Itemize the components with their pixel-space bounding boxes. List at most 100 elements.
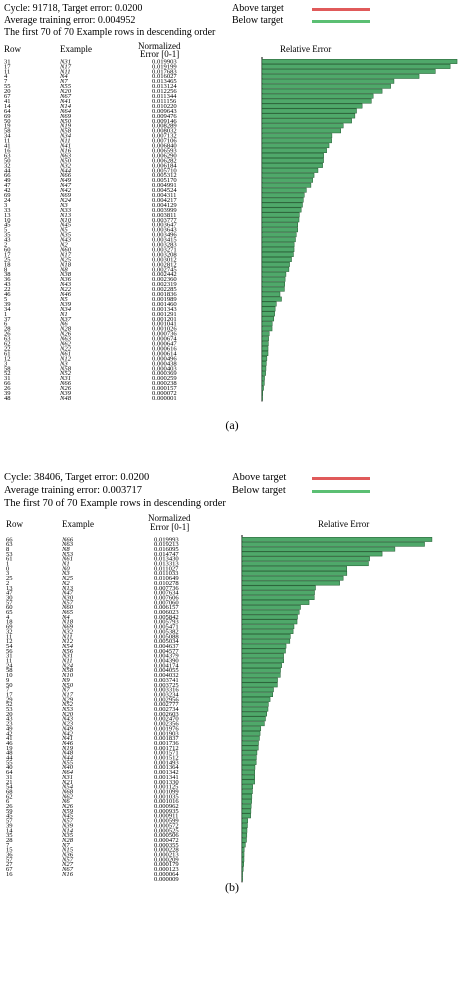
error-bar xyxy=(241,614,298,620)
error-bar xyxy=(241,823,248,828)
error-bar xyxy=(261,242,295,248)
error-bar xyxy=(241,726,262,731)
value-label: 0.000072 xyxy=(152,390,177,397)
row-number-label: 4 xyxy=(6,614,10,621)
value-label: 0.002319 xyxy=(152,281,177,288)
legend-below-swatch xyxy=(312,490,370,493)
value-label: 0.001976 xyxy=(154,725,179,732)
example-label: N17 xyxy=(61,691,74,698)
row-number-label: 55 xyxy=(4,83,11,90)
example-label: N30 xyxy=(61,594,74,601)
row-number-label: 48 xyxy=(6,750,13,757)
error-bar xyxy=(261,197,304,203)
error-bar xyxy=(261,177,313,183)
error-bar xyxy=(261,59,458,64)
row-number-label: 3 xyxy=(4,202,8,209)
error-bar xyxy=(241,789,253,794)
value-label: 0.013313 xyxy=(154,561,179,568)
error-bar xyxy=(241,604,301,610)
value-label: 0.010220 xyxy=(152,103,177,110)
value-label: 0.011344 xyxy=(152,93,177,100)
row-number-label: 66 xyxy=(4,380,11,387)
error-bar xyxy=(261,286,285,292)
caption-b: (b) xyxy=(225,880,239,894)
value-label: 0.004217 xyxy=(152,197,177,204)
error-bar xyxy=(241,866,244,872)
row-number-label: 41 xyxy=(4,143,11,150)
row-number-label: 53 xyxy=(6,706,13,713)
error-bar xyxy=(241,818,248,824)
column-header-example: Example xyxy=(62,519,94,529)
example-label: N25 xyxy=(61,575,74,582)
example-label: N46 xyxy=(59,291,72,298)
row-number-label: 39 xyxy=(4,390,11,397)
row-number-label: 58 xyxy=(4,128,11,135)
row-number-label: 3 xyxy=(4,360,8,367)
row-number-label: 20 xyxy=(6,711,13,718)
error-bar xyxy=(241,663,282,668)
example-label: N60 xyxy=(59,246,72,253)
error-bar xyxy=(241,832,248,838)
error-bar xyxy=(261,336,269,342)
example-label: N47 xyxy=(61,590,74,597)
row-number-label: 42 xyxy=(6,730,13,737)
value-label: 0.000209 xyxy=(154,856,179,863)
cycle-line: Cycle: 91718, Target error: 0.0200 xyxy=(4,3,143,14)
value-label: 0.009476 xyxy=(152,113,177,120)
value-label: 0.001989 xyxy=(152,296,177,303)
value-label: 0.006840 xyxy=(152,143,177,150)
value-label: 0.009643 xyxy=(152,108,177,115)
value-label: 0.006290 xyxy=(152,152,177,159)
error-bar xyxy=(241,668,281,673)
value-label: 0.005710 xyxy=(152,167,177,174)
column-header-relative-error: Relative Error xyxy=(318,519,370,529)
value-label: 0.013465 xyxy=(152,78,177,85)
value-label: 0.002734 xyxy=(154,706,179,713)
row-number-label: 8 xyxy=(6,546,10,553)
example-label: N4 xyxy=(61,614,70,621)
example-label: N31 xyxy=(59,375,71,382)
error-bar xyxy=(261,281,285,287)
row-number-label: 42 xyxy=(4,187,11,194)
example-label: N10 xyxy=(61,672,74,679)
example-label: N46 xyxy=(61,740,74,747)
value-label: 0.005471 xyxy=(154,624,179,631)
value-label: 0.004055 xyxy=(154,667,179,674)
example-label: N5 xyxy=(59,296,68,303)
row-number-label: 18 xyxy=(6,619,13,626)
row-number-label: 43 xyxy=(6,716,13,723)
rows-description-line: The first 70 of 70 Example rows in desce… xyxy=(4,498,226,509)
row-number-label: 6 xyxy=(4,321,8,328)
legend-below-label: Below target xyxy=(232,15,284,26)
row-number-label: 30 xyxy=(6,594,13,601)
row-number-label: 56 xyxy=(6,648,13,655)
row-number-label: 17 xyxy=(6,691,13,698)
example-label: N66 xyxy=(59,172,72,179)
row-number-label: 62 xyxy=(6,793,13,800)
error-bar xyxy=(261,351,269,356)
error-bar xyxy=(261,316,275,322)
column-header-row: Row xyxy=(4,44,22,54)
row-number-label: 4 xyxy=(4,73,8,80)
example-label: N63 xyxy=(59,336,72,343)
error-bar xyxy=(241,871,243,877)
example-label: N52 xyxy=(59,370,72,377)
row-number-label: 69 xyxy=(4,113,11,120)
value-label: 0.005793 xyxy=(154,619,179,626)
row-number-label: 33 xyxy=(4,207,11,214)
example-label: N7 xyxy=(61,842,70,849)
error-bar xyxy=(241,634,291,639)
row-number-label: 17 xyxy=(4,63,11,70)
error-bar xyxy=(261,182,312,188)
value-label: 0.007606 xyxy=(154,594,179,601)
value-label: 0.014747 xyxy=(154,551,179,558)
row-number-label: 45 xyxy=(6,813,13,820)
row-number-label: 43 xyxy=(4,237,11,244)
legend-above-swatch xyxy=(312,8,370,11)
row-number-label: 54 xyxy=(6,784,13,791)
error-bar xyxy=(241,701,269,707)
error-bar xyxy=(261,128,341,134)
example-label: N6 xyxy=(59,321,68,328)
example-label: N35 xyxy=(59,232,72,239)
value-label: 0.005088 xyxy=(154,633,179,640)
